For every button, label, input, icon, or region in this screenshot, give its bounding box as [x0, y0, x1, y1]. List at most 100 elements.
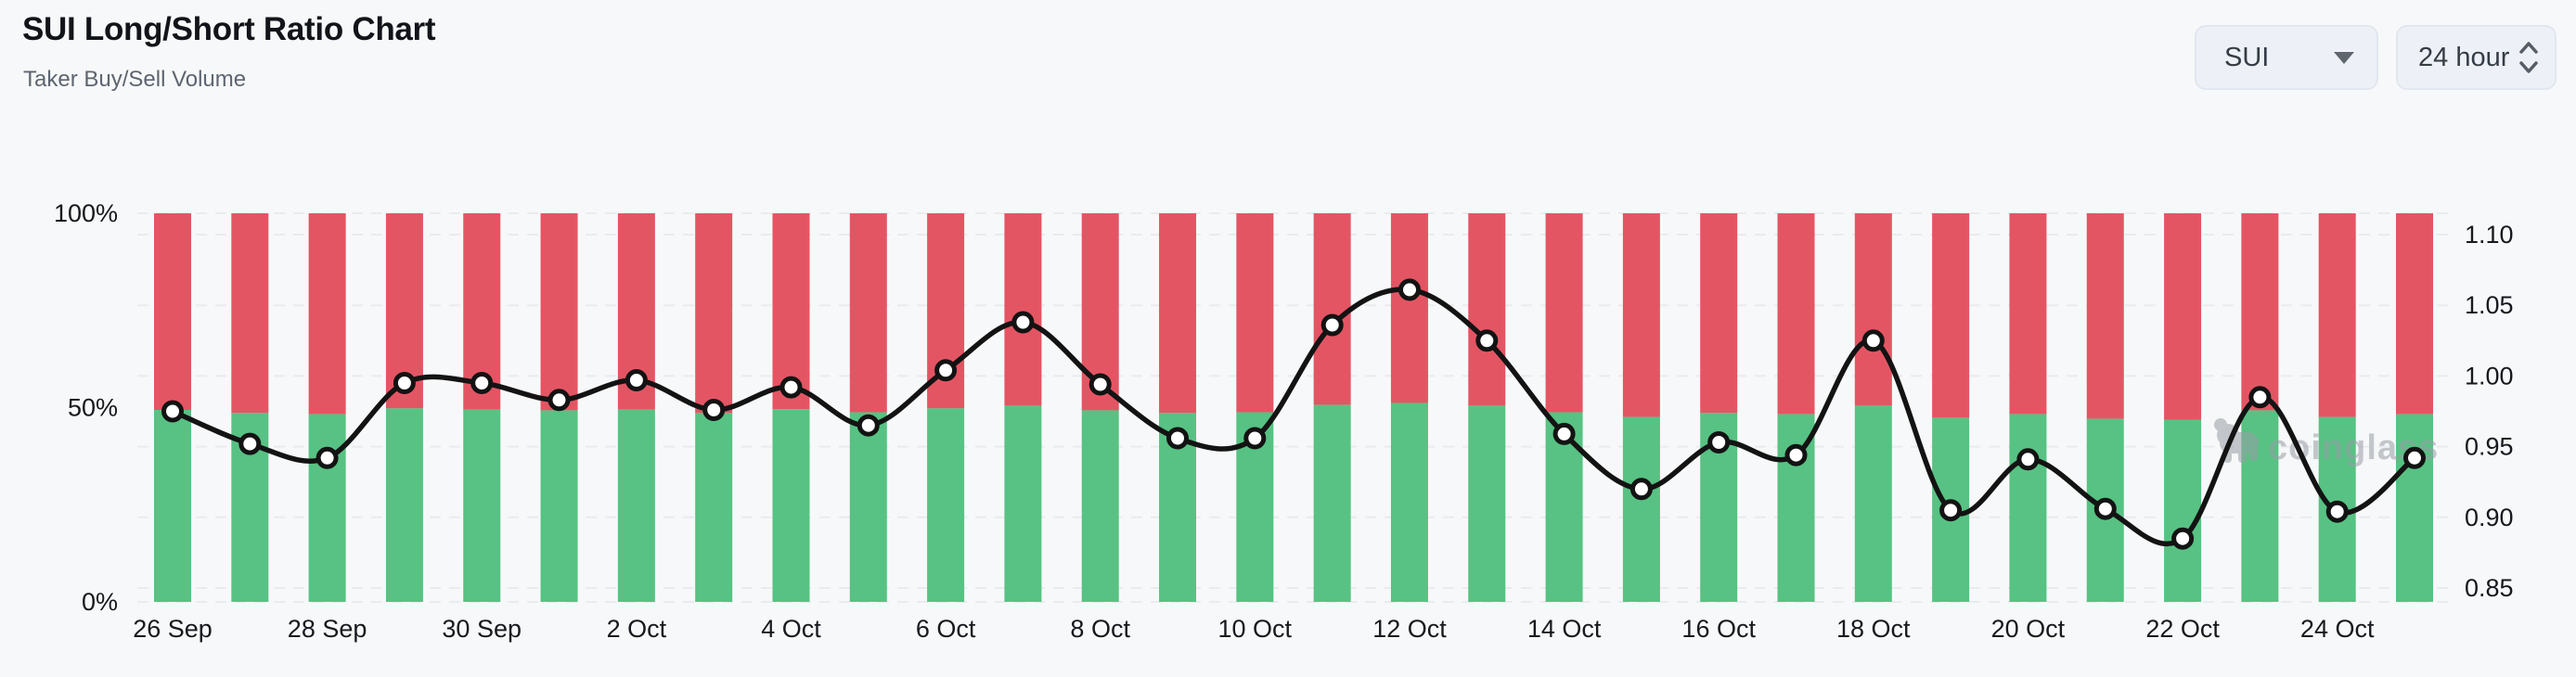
taker-buy-bar: [1081, 410, 1119, 602]
interval-select-value: 24 hour: [2418, 42, 2510, 72]
ratio-point: [316, 446, 339, 469]
ratio-point: [779, 376, 803, 399]
ratio-point: [702, 399, 726, 421]
taker-buy-bar: [2395, 414, 2433, 602]
taker-buy-bar: [1004, 405, 1042, 602]
ratio-point: [1475, 329, 1499, 352]
taker-sell-bar: [1390, 213, 1428, 403]
x-axis-tick-label: 20 Oct: [1991, 615, 2066, 643]
right-axis-tick-label: 1.00: [2465, 362, 2514, 390]
ratio-point: [1398, 278, 1421, 301]
ratio-point: [1088, 373, 1112, 396]
taker-buy-bar: [695, 413, 733, 602]
right-axis-tick-label: 1.10: [2465, 221, 2514, 249]
taker-buy-bar: [1468, 405, 1506, 602]
left-axis-tick-label: 100%: [54, 199, 118, 227]
ratio-point: [1320, 313, 1344, 337]
ratio-point: [2325, 500, 2349, 523]
ratio-point: [2093, 497, 2117, 520]
ratio-point: [2403, 446, 2426, 469]
right-axis-tick-label: 0.90: [2465, 504, 2514, 531]
taker-sell-bar: [2009, 213, 2047, 415]
taker-buy-bar: [1622, 416, 1660, 602]
taker-sell-bar: [1622, 213, 1660, 417]
ratio-point: [1861, 329, 1885, 352]
ratio-point: [470, 372, 494, 394]
ratio-point: [547, 389, 571, 412]
interval-select[interactable]: 24 hour: [2396, 25, 2557, 90]
taker-sell-bar: [1932, 213, 1970, 418]
page-subtitle: Taker Buy/Sell Volume: [23, 67, 247, 92]
ratio-point: [161, 400, 184, 423]
left-axis-tick-label: 50%: [68, 394, 118, 422]
taker-buy-bar: [2009, 414, 2047, 602]
ratio-point: [1011, 311, 1035, 334]
taker-buy-bar: [1390, 402, 1428, 602]
symbol-select[interactable]: SUI: [2195, 25, 2378, 90]
taker-buy-bar: [617, 409, 655, 602]
page-title: SUI Long/Short Ratio Chart: [22, 11, 436, 47]
taker-buy-bar: [927, 408, 965, 602]
taker-sell-bar: [1700, 213, 1738, 414]
ratio-point: [1629, 478, 1653, 501]
taker-sell-bar: [2086, 213, 2124, 419]
x-axis-tick-label: 30 Sep: [442, 615, 522, 643]
x-axis-tick-label: 4 Oct: [761, 615, 821, 643]
ratio-point: [1243, 427, 1267, 450]
taker-buy-bar: [540, 410, 578, 602]
taker-buy-bar: [1313, 404, 1351, 602]
taker-sell-bar: [695, 213, 733, 414]
ratio-point: [2016, 448, 2040, 471]
ratio-points: [161, 278, 2426, 550]
x-axis-tick-label: 14 Oct: [1527, 615, 1602, 643]
taker-sell-bar: [2241, 213, 2279, 411]
chevron-up-down-icon: [2519, 42, 2538, 73]
x-axis-tick-label: 6 Oct: [916, 615, 976, 643]
taker-sell-bar: [1236, 213, 1274, 413]
x-axis-tick-label: 18 Oct: [1836, 615, 1911, 643]
taker-buy-bar: [463, 409, 501, 602]
ratio-point: [1784, 443, 1808, 466]
taker-sell-bar: [1545, 213, 1583, 413]
x-axis-tick-label: 26 Sep: [133, 615, 213, 643]
taker-sell-bar: [1777, 213, 1815, 415]
ratio-point: [238, 432, 262, 455]
taker-sell-bar: [2318, 213, 2356, 417]
taker-sell-bar: [1854, 213, 1892, 406]
taker-buy-bar: [308, 414, 346, 602]
bars: [154, 213, 2433, 602]
taker-sell-bar: [1159, 213, 1197, 414]
taker-buy-bar: [154, 410, 191, 602]
right-axis-tick-label: 1.05: [2465, 291, 2514, 319]
taker-sell-bar: [2395, 213, 2433, 415]
x-axis-tick-label: 2 Oct: [607, 615, 667, 643]
right-axis-tick-label: 0.85: [2465, 574, 2514, 602]
ratio-point: [393, 372, 416, 394]
x-axis-tick-label: 28 Sep: [288, 615, 367, 643]
x-axis-tick-label: 12 Oct: [1372, 615, 1447, 643]
taker-buy-bar: [2164, 419, 2202, 602]
ratio-point: [2171, 527, 2195, 550]
taker-sell-bar: [231, 213, 269, 414]
taker-sell-bar: [1313, 213, 1351, 405]
ratio-point: [625, 369, 648, 391]
x-axis-tick-label: 8 Oct: [1070, 615, 1130, 643]
ratio-line: [170, 287, 2417, 547]
ratio-point: [1707, 431, 1731, 453]
symbol-select-value: SUI: [2224, 42, 2270, 72]
taker-sell-bar: [540, 213, 578, 411]
caret-down-icon: [2334, 51, 2354, 64]
taker-sell-bar: [154, 213, 191, 411]
taker-buy-bar: [1854, 405, 1892, 602]
gridlines: [137, 212, 2450, 603]
left-axis-tick-label: 0%: [82, 588, 118, 616]
x-axis-tick-label: 22 Oct: [2145, 615, 2220, 643]
taker-sell-bar: [2164, 213, 2202, 420]
taker-buy-bar: [772, 409, 810, 602]
taker-sell-bar: [1468, 213, 1506, 406]
taker-buy-bar: [385, 408, 423, 602]
taker-sell-bar: [308, 213, 346, 415]
